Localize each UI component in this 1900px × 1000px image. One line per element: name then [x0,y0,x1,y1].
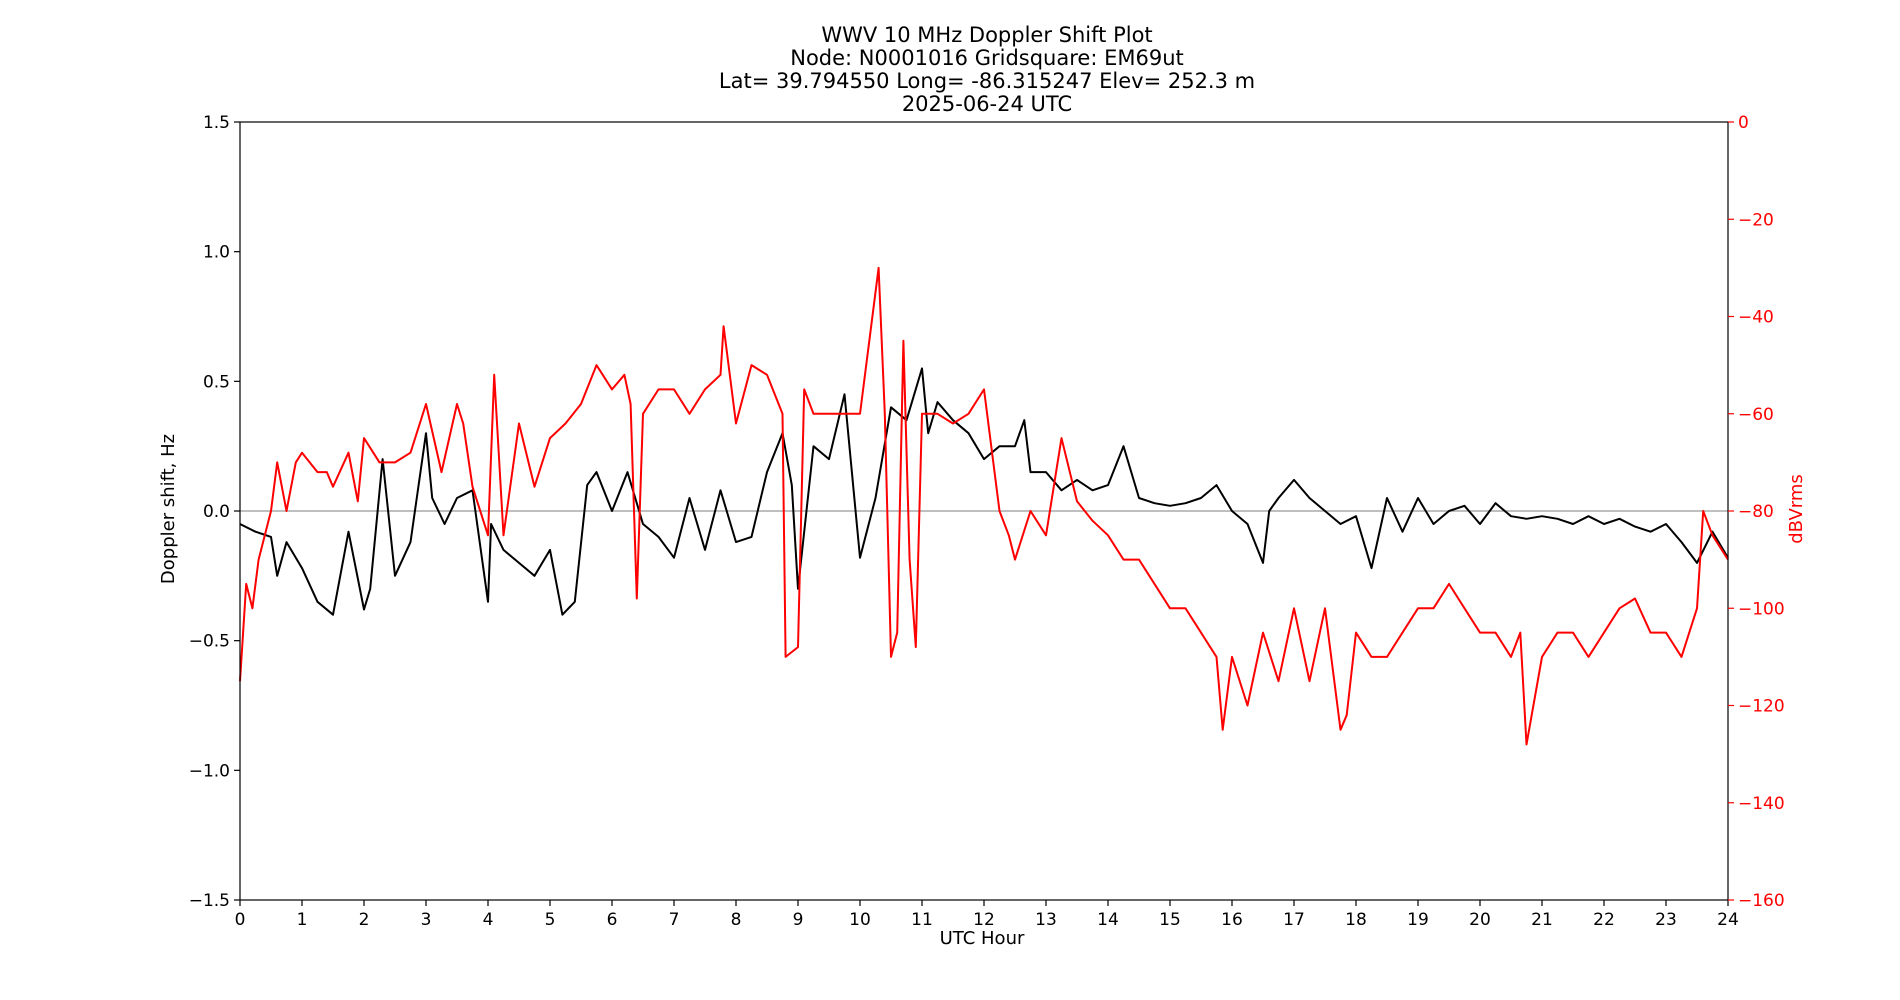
y-right-tick-label: −20 [1738,210,1774,230]
series-line-2 [239,266,1729,746]
y-left-tick-label: −1.5 [189,891,230,911]
y-axis-right-label: dBVrms [1786,474,1807,544]
y-right-tick-label: −100 [1738,599,1785,619]
y-left-tick-label: 0.0 [203,502,230,522]
y-right-tick-label: −160 [1738,891,1785,911]
x-tick-label: 2 [359,910,370,930]
x-tick-label: 23 [1655,910,1677,930]
x-tick-label: 10 [849,910,871,930]
x-tick-label: 8 [731,910,742,930]
x-tick-label: 4 [483,910,494,930]
x-tick-label: 11 [911,910,933,930]
y-left-tick-label: 1.0 [203,243,230,263]
x-tick-label: 24 [1717,910,1739,930]
x-tick-label: 1 [297,910,308,930]
title-line-2: Node: N0001016 Gridsquare: EM69ut [790,46,1183,70]
x-tick-label: 14 [1097,910,1119,930]
y-left-tick-label: −1.0 [189,761,230,781]
y-left-tick-label: −0.5 [189,632,230,652]
x-tick-label: 0 [235,910,246,930]
x-tick-label: 20 [1469,910,1491,930]
y-left-tick-label: 0.5 [203,372,230,392]
x-tick-label: 16 [1221,910,1243,930]
x-tick-label: 15 [1159,910,1181,930]
x-tick-label: 7 [669,910,680,930]
x-tick-label: 6 [607,910,618,930]
y-axis-right: 0 −20 −40 −60 −80 −100 −120 −140 −160 [1728,113,1785,911]
x-tick-label: 17 [1283,910,1305,930]
x-tick-label: 12 [973,910,995,930]
title-line-3: Lat= 39.794550 Long= -86.315247 Elev= 25… [719,69,1255,93]
y-right-tick-label: −40 [1738,308,1774,328]
y-axis-left-label: Doppler shift, Hz [158,434,179,584]
y-right-tick-label: −140 [1738,794,1785,814]
plot-area [239,121,1729,901]
x-tick-label: 3 [421,910,432,930]
title-line-1: WWV 10 MHz Doppler Shift Plot [821,23,1152,47]
x-axis-label: UTC Hour [940,928,1025,949]
y-right-tick-label: −80 [1738,502,1774,522]
chart-title: WWV 10 MHz Doppler Shift Plot Node: N000… [719,23,1255,116]
y-axis-left: 1.5 1.0 0.5 0.0 −0.5 −1.0 −1.5 [189,113,240,911]
x-tick-label: 18 [1345,910,1367,930]
x-tick-label: 22 [1593,910,1615,930]
x-tick-label: 9 [793,910,804,930]
x-axis: 0 1 2 3 4 5 6 7 8 9 10 11 12 13 14 15 16 17 18 19 20 21 22 23 24 [235,900,1739,930]
x-tick-label: 19 [1407,910,1429,930]
series-line-1 [239,367,1729,616]
y-right-tick-label: −60 [1738,405,1774,425]
y-left-tick-label: 1.5 [203,113,230,133]
y-right-tick-label: 0 [1738,113,1749,133]
y-right-tick-label: −120 [1738,697,1785,717]
x-tick-label: 13 [1035,910,1057,930]
title-line-4: 2025-06-24 UTC [902,92,1072,116]
x-tick-label: 5 [545,910,556,930]
x-tick-label: 21 [1531,910,1553,930]
